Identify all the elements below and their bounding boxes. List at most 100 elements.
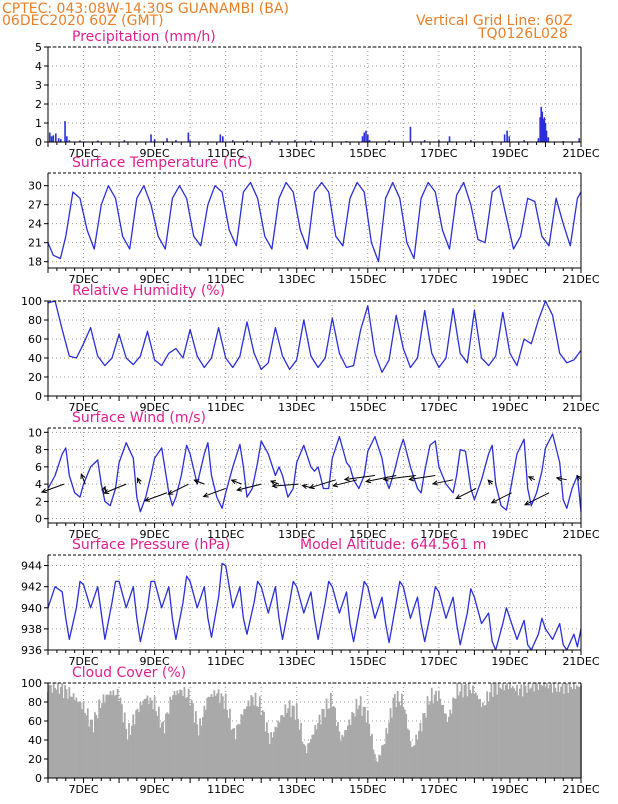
cloud-bar	[314, 724, 317, 778]
cloud-bar	[430, 688, 433, 778]
cloud-bar	[415, 734, 418, 778]
cloud-bar	[241, 715, 244, 778]
cloud-bar	[182, 695, 184, 778]
cloud-bar	[472, 685, 474, 778]
y-tick-label: 2	[35, 495, 42, 508]
cloud-bar	[530, 687, 533, 778]
cloud-bar	[287, 708, 290, 778]
precip-bar	[153, 139, 156, 142]
cloud-bar	[52, 683, 55, 778]
wind-arrow-head	[167, 489, 174, 495]
precip-bar	[540, 106, 543, 142]
cloud-bar	[165, 713, 167, 778]
cloud-bar	[540, 685, 543, 778]
x-tick-label: 7DEC	[68, 147, 98, 160]
cloud-bar	[354, 716, 356, 778]
cloud-bar	[145, 698, 147, 778]
y-tick-label: 40	[28, 734, 42, 747]
cloud-bar	[410, 747, 413, 778]
wind-arrow	[80, 473, 86, 485]
cloud-bar	[422, 713, 425, 778]
cloud-bar	[474, 692, 477, 778]
y-tick-label: 2	[35, 98, 42, 111]
panel-rh: 0 20 40 60 80 100 7DEC 9DEC 11DEC 13DEC 15DEC 17DEC…	[21, 283, 600, 414]
cloud-bar	[339, 741, 342, 778]
cloud-bar	[345, 730, 348, 778]
wind-arrow	[491, 492, 512, 504]
y-tick-label: 18	[28, 256, 42, 269]
cloud-bar	[563, 693, 565, 778]
cloud-bar	[298, 729, 301, 778]
cloud-bar	[358, 705, 361, 778]
panels: 0 1 2 3 4 5 7DEC 9DEC 11DEC 13DEC 15DEC 17DEC 19DEC 2…	[21, 29, 600, 796]
cloud-bar	[543, 683, 545, 778]
cloud-bar	[429, 701, 432, 778]
cloud-bar	[574, 689, 577, 778]
cloud-bar	[301, 741, 304, 778]
x-tick-label: 15DEC	[349, 147, 386, 160]
panel-title-cloud: Cloud Cover (%)	[72, 665, 186, 681]
cloud-bar	[65, 689, 68, 778]
x-tick-label: 15DEC	[349, 273, 386, 286]
cloud-bar	[565, 683, 568, 778]
cloud-bar	[359, 696, 362, 778]
x-tick-label: 11DEC	[207, 655, 244, 668]
cloud-bar	[311, 734, 314, 778]
cloud-bar	[459, 691, 462, 778]
cloud-bar	[268, 743, 271, 778]
precip-bar	[64, 121, 66, 142]
cloud-bar	[473, 693, 476, 778]
cloud-bar	[443, 713, 446, 778]
cloud-bar	[203, 705, 206, 778]
cloud-bar	[236, 725, 238, 778]
y-tick-label: 80	[28, 696, 42, 709]
wind-arrow-head	[431, 480, 439, 486]
precip-bar	[361, 136, 364, 142]
precip-bar	[365, 130, 367, 142]
cloud-bar	[91, 719, 93, 778]
precip-bar	[542, 119, 545, 142]
precip-bar	[166, 138, 168, 142]
cloud-bar	[477, 699, 480, 778]
y-tick-label: 0	[35, 136, 42, 149]
x-tick-label: 19DEC	[491, 655, 528, 668]
cloud-bar	[148, 704, 150, 778]
cloud-bar	[96, 718, 99, 778]
cloud-bar	[419, 722, 422, 778]
cloud-bar	[379, 755, 382, 778]
cloud-bar	[211, 696, 214, 778]
cloud-bar	[265, 722, 268, 778]
cloud-bar	[469, 689, 472, 778]
wind-arrow	[272, 483, 299, 487]
cloud-bar	[524, 685, 527, 778]
precip-bar	[189, 140, 191, 142]
cloud-bar	[527, 683, 530, 778]
cloud-bar	[484, 705, 487, 778]
cloud-bar	[219, 703, 221, 778]
panel-title-wind: Surface Wind (m/s)	[72, 410, 206, 426]
wind-arrow-head	[202, 492, 209, 498]
cloud-bar	[571, 688, 574, 778]
cloud-bar	[418, 730, 420, 778]
cloud-bar	[462, 697, 464, 778]
cloud-bar	[366, 710, 369, 778]
cloud-bar	[82, 701, 85, 778]
x-tick-label: 19DEC	[491, 273, 528, 286]
x-tick-label: 13DEC	[278, 273, 315, 286]
cloud-bar	[48, 684, 51, 778]
cloud-bar	[455, 698, 457, 778]
cloud-bar	[139, 702, 142, 778]
precip-bar	[503, 134, 506, 142]
cloud-bar	[278, 722, 281, 778]
precip-bar	[409, 126, 412, 142]
cloud-bar	[516, 684, 518, 778]
precip-bar	[368, 140, 371, 142]
cloud-bar	[352, 713, 355, 778]
x-tick-label: 7DEC	[68, 783, 98, 796]
cloud-bar	[192, 703, 194, 778]
cloud-bar	[362, 706, 365, 778]
x-tick-label: 13DEC	[278, 655, 315, 668]
cloud-bar	[157, 706, 160, 778]
wind-arrow-head	[230, 479, 237, 485]
cloud-bar	[368, 724, 371, 778]
